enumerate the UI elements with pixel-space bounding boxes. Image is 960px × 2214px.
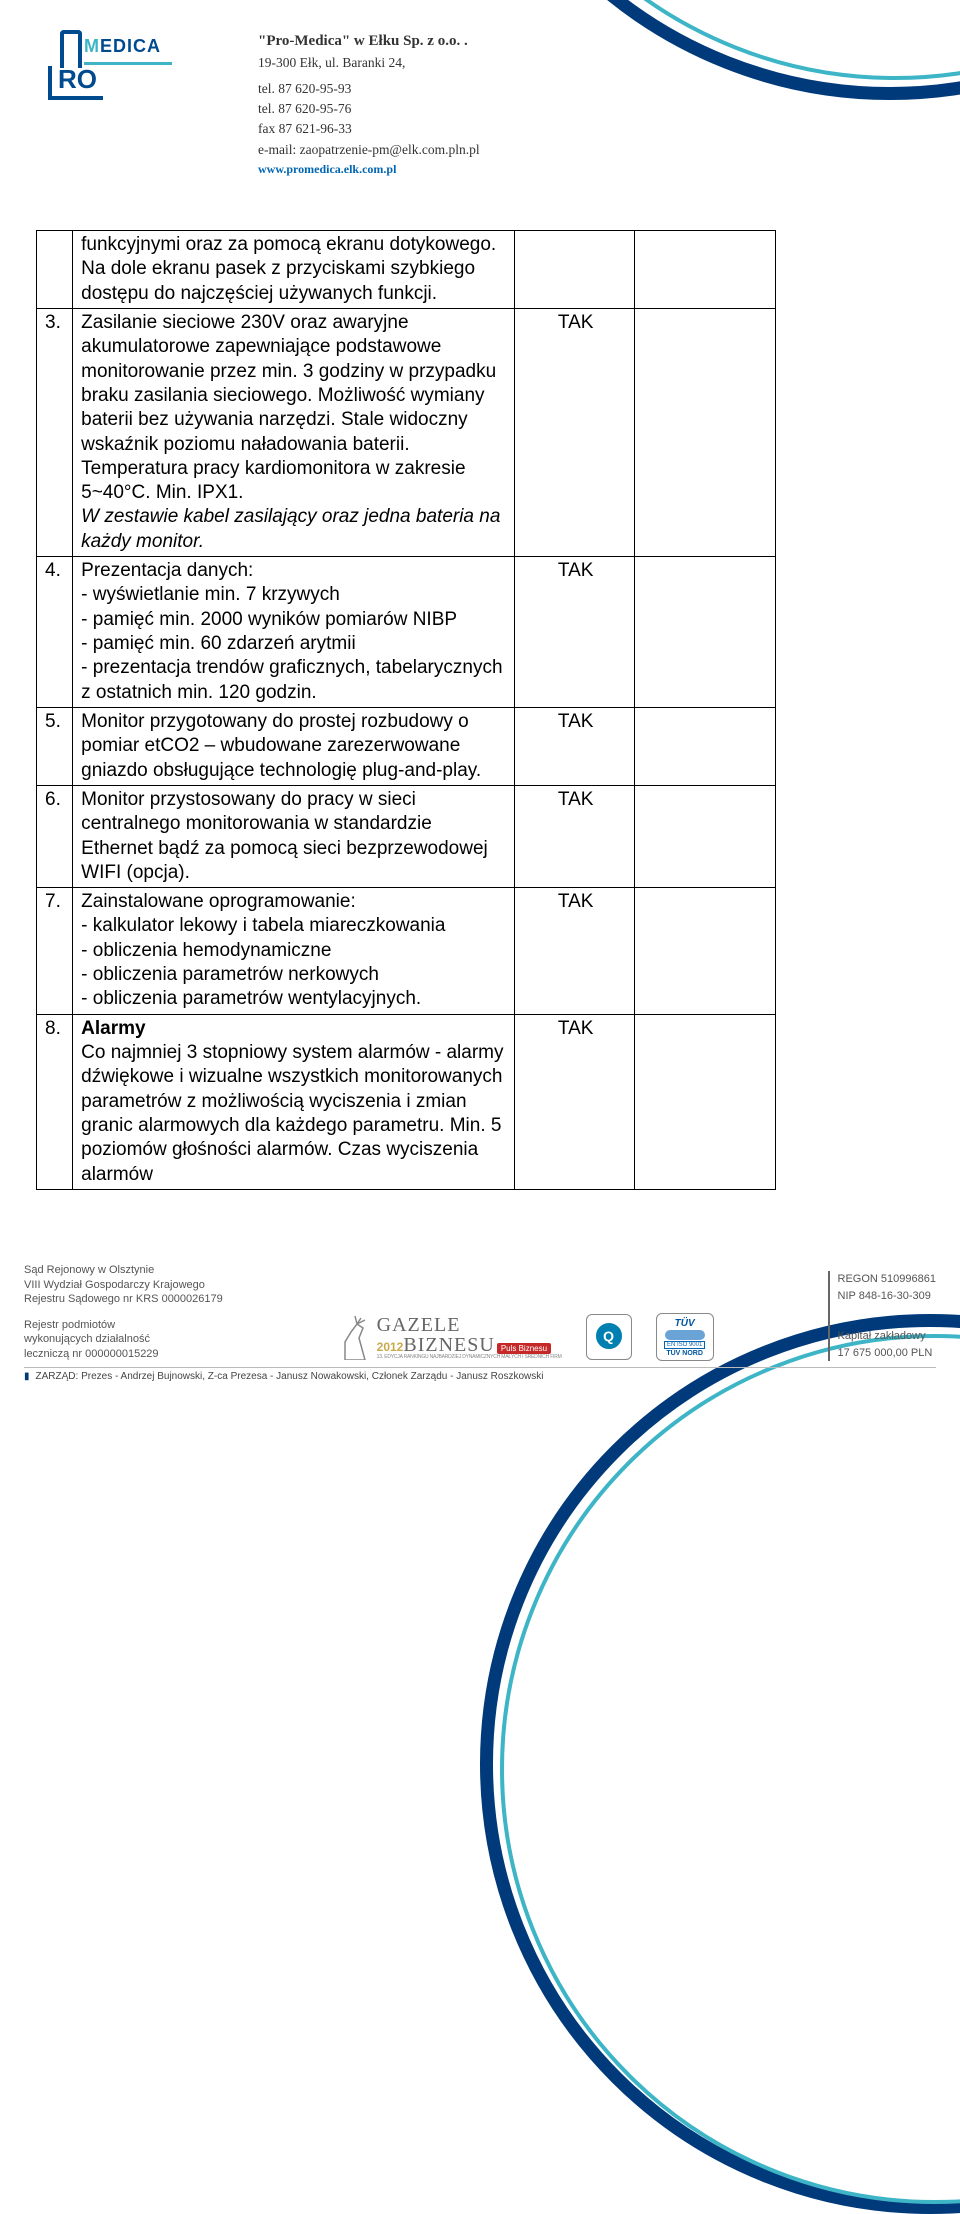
tuv-iso: EN ISO 9001 [664,1341,705,1349]
footer-registry-l3: leczniczą nr 000000015229 [24,1347,223,1361]
footer-krs: Rejestru Sądowego nr KRS 0000026179 [24,1292,223,1306]
row-description: Prezentacja danych:- wyświetlanie min. 7… [73,557,515,708]
gazele-subtitle: 13. EDYCJA RANKINGU NAJBARDZIEJ DYNAMICZ… [377,1355,562,1360]
quality-badge: Q [586,1314,632,1360]
company-email: e-mail: zaopatrzenie-pm@elk.com.pln.pl [258,140,480,160]
footer-nip: NIP 848-16-30-309 [838,1288,936,1305]
company-website: www.promedica.elk.com.pl [258,160,480,178]
row-requirement [514,231,634,309]
promedica-logo: MEDICA RO [48,30,168,110]
spec-table-body: funkcyjnymi oraz za pomocą ekranu dotyko… [37,231,776,1190]
row-requirement: TAK [514,1014,634,1189]
logo-divider [84,62,172,65]
footer-dept: VIII Wydział Gospodarczy Krajowego [24,1278,223,1292]
table-row: 7.Zainstalowane oprogramowanie:- kalkula… [37,888,776,1015]
row-number: 8. [37,1014,73,1189]
logo-word-1: MEDICA [84,36,161,57]
gazele-deer-icon [337,1314,373,1360]
footer-ids: REGON 510996861 NIP 848-16-30-309 Kapita… [828,1271,936,1361]
row-number: 6. [37,785,73,887]
company-tel-2: tel. 87 620-95-76 [258,99,480,119]
gazele-title-1: GAZELE [377,1315,562,1335]
table-row: 4.Prezentacja danych:- wyświetlanie min.… [37,557,776,708]
row-description: Monitor przygotowany do prostej rozbudow… [73,707,515,785]
quality-badge-icon: Q [596,1323,622,1349]
footer-registry-l2: wykonujących działalność [24,1332,223,1346]
footer-badges: GAZELE 2012BIZNESUPuls Biznesu 13. EDYCJ… [337,1313,714,1361]
spec-table: funkcyjnymi oraz za pomocą ekranu dotyko… [36,230,776,1190]
row-number: 7. [37,888,73,1015]
footer-board: ZARZĄD: Prezes - Andrzej Bujnowski, Z-ca… [24,1367,936,1382]
logo-p-shape [60,30,82,68]
company-address: 19-300 Ełk, ul. Baranki 24, [258,53,480,73]
footer-registry: Sąd Rejonowy w Olsztynie VIII Wydział Go… [24,1263,223,1361]
tuv-shape [665,1330,705,1340]
footer-court: Sąd Rejonowy w Olsztynie [24,1263,223,1277]
row-requirement: TAK [514,707,634,785]
row-number: 3. [37,308,73,556]
table-row: 8.AlarmyCo najmniej 3 stopniowy system a… [37,1014,776,1189]
row-number: 4. [37,557,73,708]
table-row: funkcyjnymi oraz za pomocą ekranu dotyko… [37,231,776,309]
row-description: AlarmyCo najmniej 3 stopniowy system ala… [73,1014,515,1189]
row-response [635,308,776,556]
gazele-puls: Puls Biznesu [497,1343,551,1354]
company-fax: fax 87 621-96-33 [258,119,480,139]
row-description: funkcyjnymi oraz za pomocą ekranu dotyko… [73,231,515,309]
row-number: 5. [37,707,73,785]
table-row: 3.Zasilanie sieciowe 230V oraz awaryjne … [37,308,776,556]
footer-regon: REGON 510996861 [838,1271,936,1288]
row-response [635,785,776,887]
row-response [635,231,776,309]
gazele-badge: GAZELE 2012BIZNESUPuls Biznesu 13. EDYCJ… [337,1314,562,1360]
footer-capital-1: Kapitał zakładowy [838,1328,936,1345]
gazele-year: 2012 [377,1340,404,1354]
row-description: Zainstalowane oprogramowanie:- kalkulato… [73,888,515,1015]
row-requirement: TAK [514,888,634,1015]
tuv-badge: TÜV EN ISO 9001 TÜV NORD [656,1313,714,1361]
table-row: 5.Monitor przygotowany do prostej rozbud… [37,707,776,785]
row-requirement: TAK [514,785,634,887]
company-info: "Pro-Medica" w Ełku Sp. z o.o. . 19-300 … [258,30,480,178]
row-requirement: TAK [514,308,634,556]
footer-arc-inner [500,1334,960,2204]
row-number [37,231,73,309]
tuv-label: TÜV [675,1318,695,1329]
gazele-title-2: BIZNESU [403,1334,494,1356]
row-response [635,557,776,708]
footer-capital-2: 17 675 000,00 PLN [838,1345,936,1362]
row-description: Zasilanie sieciowe 230V oraz awaryjne ak… [73,308,515,556]
page-footer: Sąd Rejonowy w Olsztynie VIII Wydział Go… [24,1263,936,1382]
row-requirement: TAK [514,557,634,708]
logo-word-2: RO [48,66,103,100]
company-tel-1: tel. 87 620-95-93 [258,79,480,99]
table-row: 6.Monitor przystosowany do pracy w sieci… [37,785,776,887]
row-description: Monitor przystosowany do pracy w sieci c… [73,785,515,887]
row-response [635,707,776,785]
row-response [635,1014,776,1189]
letterhead: MEDICA RO "Pro-Medica" w Ełku Sp. z o.o.… [48,30,480,178]
row-response [635,888,776,1015]
company-name: "Pro-Medica" w Ełku Sp. z o.o. . [258,30,480,53]
tuv-nord: TÜV NORD [666,1350,703,1357]
footer-registry-l1: Rejestr podmiotów [24,1318,223,1332]
